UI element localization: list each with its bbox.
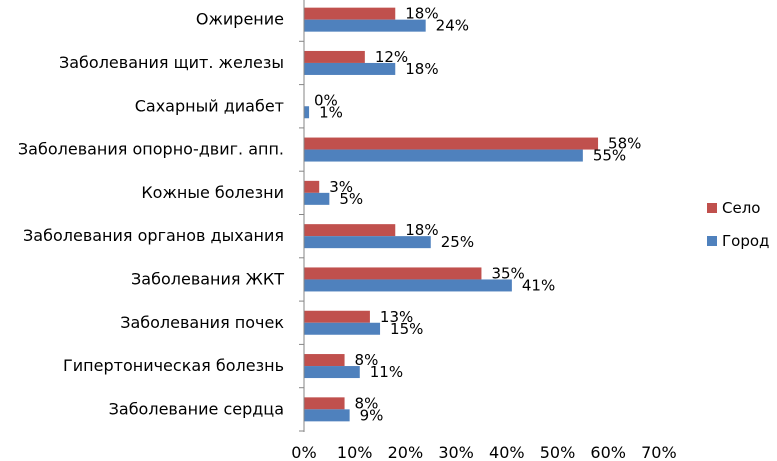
legend-label: Село — [722, 199, 760, 217]
bar-selo — [304, 397, 345, 410]
bar-gorod — [304, 106, 310, 119]
category-label: Заболевания органов дыхания — [23, 226, 284, 245]
category-label: Сахарный диабет — [135, 96, 284, 115]
data-label: 55% — [593, 147, 626, 165]
bar-selo — [304, 137, 599, 150]
data-label: 41% — [522, 276, 555, 294]
data-label: 25% — [441, 233, 474, 251]
data-label: 24% — [436, 17, 469, 35]
x-axis: Ожирение Заболевания щит. железы Сахарный … — [18, 0, 677, 461]
x-tick-label: 50% — [540, 443, 576, 461]
data-label: 18% — [405, 60, 438, 78]
bar-selo — [304, 354, 345, 367]
category-label: Заболевания щит. железы — [59, 53, 284, 72]
data-label: 11% — [370, 363, 403, 381]
legend-swatch — [707, 236, 717, 246]
bar-gorod — [304, 322, 381, 335]
data-label: 0% — [314, 91, 338, 109]
x-tick-label: 70% — [641, 443, 677, 461]
x-tick-label: 60% — [590, 443, 626, 461]
bar-gorod — [304, 409, 350, 422]
data-label: 3% — [329, 178, 353, 196]
data-label: 8% — [355, 394, 379, 412]
bar-selo — [304, 180, 320, 193]
bar-gorod — [304, 279, 512, 292]
category-label: Ожирение — [196, 10, 284, 29]
data-label: 35% — [491, 264, 524, 282]
x-tick-label: 0% — [291, 443, 316, 461]
category-label: Заболевания почек — [120, 313, 284, 332]
data-label: 18% — [405, 5, 438, 23]
category-label: Гипертоническая болезнь — [63, 356, 284, 375]
data-label: 5% — [339, 190, 363, 208]
data-label: 8% — [355, 351, 379, 369]
category-label: Заболевания опорно-двиг. апп. — [18, 140, 284, 159]
data-label: 13% — [380, 308, 413, 326]
x-tick-label: 20% — [388, 443, 424, 461]
bar-selo — [304, 267, 482, 280]
x-tick-label: 10% — [337, 443, 373, 461]
x-tick-label: 40% — [489, 443, 525, 461]
bar-gorod — [304, 366, 360, 379]
bar-gorod — [304, 19, 426, 32]
bar-selo — [304, 7, 396, 20]
bar-selo — [304, 50, 365, 63]
category-label: Кожные болезни — [141, 183, 284, 202]
category-label: Заболевания ЖКТ — [131, 269, 284, 288]
bar-selo — [304, 310, 370, 323]
bar-selo — [304, 224, 396, 237]
legend: Село Город — [707, 199, 769, 250]
category-label: Заболевание сердца — [109, 399, 284, 418]
bar-gorod — [304, 236, 431, 249]
data-label: 58% — [608, 135, 641, 153]
bar-gorod — [304, 62, 396, 75]
data-label: 15% — [390, 320, 423, 338]
bar-gorod — [304, 192, 330, 205]
data-label: 1% — [319, 103, 343, 121]
plot-area: 18%24%12%18%0%1%58%55%3%5%18%25%35%41%13… — [304, 5, 641, 424]
data-label: 9% — [360, 406, 384, 424]
data-label: 12% — [375, 48, 408, 66]
bar-gorod — [304, 149, 583, 162]
legend-swatch — [707, 203, 717, 213]
legend-label: Город — [722, 232, 769, 250]
x-tick-label: 30% — [438, 443, 474, 461]
data-label: 18% — [405, 221, 438, 239]
